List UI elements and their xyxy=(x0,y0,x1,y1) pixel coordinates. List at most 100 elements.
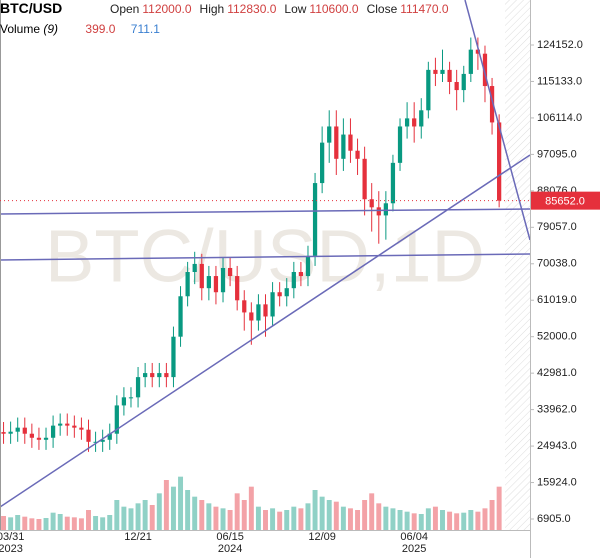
y-tick-label: 52000.0 xyxy=(537,331,577,343)
volume-bar xyxy=(107,515,113,530)
candle-body xyxy=(93,441,98,443)
volume-bar xyxy=(57,514,63,530)
volume-bar xyxy=(397,510,403,530)
candle-body xyxy=(185,272,190,297)
y-tick-label: 106114.0 xyxy=(537,112,582,124)
candle-body xyxy=(199,263,204,289)
volume-bar xyxy=(468,510,474,530)
ohlc-value: 111470.0 xyxy=(400,2,449,16)
volume-bar xyxy=(305,503,311,530)
candle-body xyxy=(390,162,396,204)
volume-bar xyxy=(241,500,247,530)
volume-bar xyxy=(496,486,502,530)
volume-bar xyxy=(149,505,155,530)
candle-body xyxy=(426,69,431,111)
volume-bar xyxy=(440,510,445,530)
volume-bar xyxy=(15,515,21,530)
trend-line xyxy=(0,208,531,215)
ohlc-label: Open xyxy=(110,2,140,16)
candle-body xyxy=(86,429,91,442)
candle-body xyxy=(475,49,481,54)
candle-body xyxy=(362,158,367,200)
volume-value: 711.1 xyxy=(130,22,160,36)
candle-body xyxy=(58,423,63,426)
candle-body xyxy=(404,118,410,127)
candle-body xyxy=(263,304,268,317)
x-tick-label: 12/09 xyxy=(308,531,336,543)
ohlc-value: 110600.0 xyxy=(309,2,359,16)
candle-body xyxy=(497,122,502,201)
candle-body xyxy=(256,304,261,321)
candle-body xyxy=(320,142,325,184)
volume-bar xyxy=(220,508,226,530)
candle-body xyxy=(135,377,141,398)
y-tick-label: 124152.0 xyxy=(537,39,583,51)
candle-body xyxy=(334,126,339,159)
symbol: BTC/USD xyxy=(0,0,63,16)
candle-body xyxy=(489,86,495,123)
candle-body xyxy=(249,312,254,321)
candle-body xyxy=(412,118,417,127)
candle-body xyxy=(454,81,459,91)
candle-body xyxy=(164,373,169,378)
ohlc-label: High xyxy=(199,2,225,16)
candle-body xyxy=(227,267,233,277)
volume-bar xyxy=(142,500,148,530)
candle-body xyxy=(291,272,296,289)
volume-bar xyxy=(71,517,77,530)
candle-body xyxy=(468,49,473,74)
trend-line xyxy=(464,0,531,241)
volume-bar xyxy=(78,518,84,530)
y-tick-label: 79057.0 xyxy=(537,221,577,233)
candle-body xyxy=(36,437,42,440)
y-tick-label: 61019.0 xyxy=(537,294,577,306)
volume-bar xyxy=(8,517,14,530)
candle-body xyxy=(341,134,346,159)
volume-bar xyxy=(390,508,396,530)
volume-bar xyxy=(362,500,368,530)
candle-body xyxy=(277,292,282,297)
volume-bar xyxy=(425,508,431,530)
volume-bar xyxy=(100,517,106,530)
volume-bar xyxy=(86,510,91,530)
candle-body xyxy=(397,126,403,163)
candle-body xyxy=(369,199,374,208)
candle-body xyxy=(65,423,70,426)
trend-lines xyxy=(0,0,531,508)
ohlc-value: 112830.0 xyxy=(227,2,277,16)
volume-label: Volume xyxy=(0,22,41,36)
volume-bar xyxy=(418,514,424,530)
candle-body xyxy=(22,427,27,434)
volume-bar xyxy=(156,493,162,530)
volume-bar xyxy=(121,506,127,530)
candle-body xyxy=(157,373,162,378)
volume-bar xyxy=(347,508,353,530)
candle-body xyxy=(50,425,56,438)
ohlc-value: 112000.0 xyxy=(142,2,192,16)
y-tick-label: 6905.0 xyxy=(537,513,571,525)
volume-value: 399.0 xyxy=(85,22,116,36)
volume-bar xyxy=(93,516,99,530)
y-tick-label: 24943.0 xyxy=(537,440,577,452)
candle-body xyxy=(447,69,452,82)
volume-bar xyxy=(326,500,332,530)
ohlc-label: Close xyxy=(366,2,398,16)
y-tick-label: 70038.0 xyxy=(537,258,577,270)
volume-bar xyxy=(206,503,212,530)
volume-bar xyxy=(163,480,169,530)
candle-body xyxy=(383,203,388,216)
candle-body xyxy=(100,439,105,442)
candle-body xyxy=(440,69,445,74)
candle-body xyxy=(121,397,127,406)
volume-bar xyxy=(50,512,56,530)
volume-bar xyxy=(447,511,453,530)
candle-body xyxy=(482,53,488,87)
candle-body xyxy=(143,373,148,378)
volume-bar xyxy=(227,510,233,530)
candle-body xyxy=(1,432,6,434)
volume-bar xyxy=(340,506,346,530)
y-tick-label: 97095.0 xyxy=(537,148,577,160)
volume-bar xyxy=(185,490,191,530)
